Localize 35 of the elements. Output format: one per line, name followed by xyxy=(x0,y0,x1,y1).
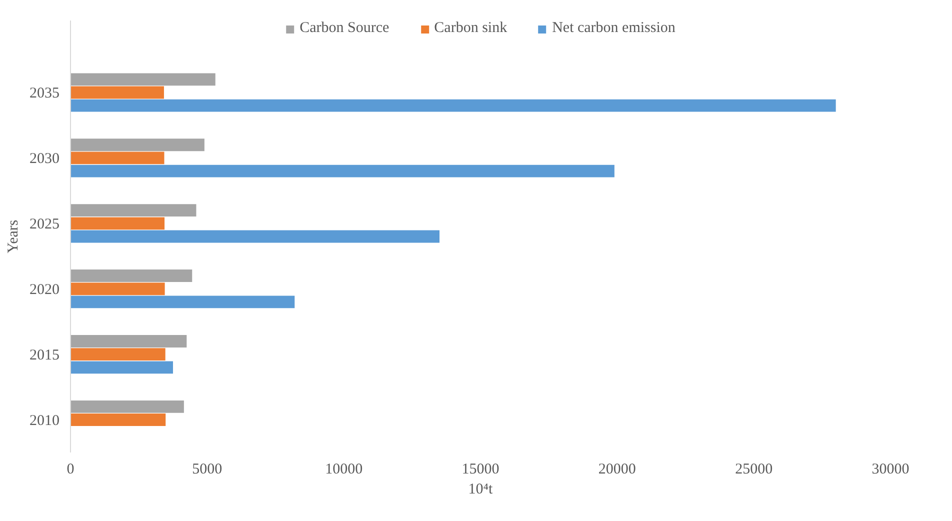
bar xyxy=(70,230,440,243)
legend-label: Carbon sink xyxy=(434,20,508,37)
bar xyxy=(70,282,165,296)
x-axis-title: 10⁴t xyxy=(468,482,494,498)
x-tick-label: 20000 xyxy=(598,462,636,478)
bar xyxy=(70,164,614,178)
bar xyxy=(70,270,192,282)
bar xyxy=(70,73,216,86)
legend-label: Net carbon emission xyxy=(552,20,676,37)
y-tick-label: 2015 xyxy=(30,347,60,364)
bar xyxy=(70,138,204,152)
bar xyxy=(70,348,166,361)
y-tick-label: 2020 xyxy=(30,282,60,298)
legend-label: Carbon Source xyxy=(300,20,390,37)
bar xyxy=(70,99,836,112)
y-tick-label: 2030 xyxy=(30,150,60,167)
bar xyxy=(70,361,173,374)
bar xyxy=(70,414,166,426)
x-tick-label: 0 xyxy=(66,462,74,478)
bar xyxy=(70,152,164,164)
x-tick-label: 15000 xyxy=(462,462,500,478)
bar xyxy=(70,296,295,308)
x-tick-label: 30000 xyxy=(872,462,910,478)
y-tick-label: 2035 xyxy=(30,86,60,102)
x-tick-label: 5000 xyxy=(192,462,222,478)
bar xyxy=(70,204,196,217)
x-tick-label: 25000 xyxy=(735,462,773,478)
bar xyxy=(70,217,165,230)
x-tick-label: 10000 xyxy=(325,462,363,478)
bar xyxy=(70,400,184,413)
y-tick-label: 2025 xyxy=(30,216,60,232)
bar xyxy=(70,86,164,99)
y-tick-label: 2010 xyxy=(30,412,60,429)
bar xyxy=(70,335,187,348)
y-axis-title: Years xyxy=(6,220,22,254)
